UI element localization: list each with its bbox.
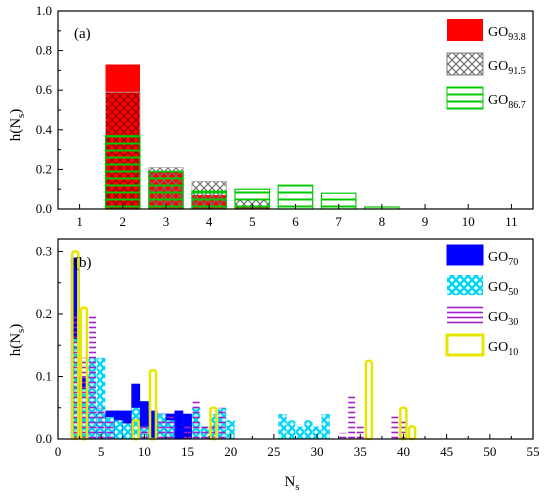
panel-a-ticks: 1 2 3 4 5 6 7 8 9 10 11 0.0 0.2 0.4 0.6 0.8 1.0 [36,3,518,229]
y-tick-label-b: 0.0 [36,431,52,446]
x-tick-label-a: 1 [76,214,83,229]
x-tick-label-a: 9 [422,214,429,229]
panel-b-x-axis-label: Ns [284,474,299,493]
y-tick-label-a: 0.8 [36,43,52,58]
bar-b-2-5 [97,407,105,440]
x-tick-label-a: 6 [292,214,299,229]
panel-a-legend: GO93.8 GO91.5 GO86.7 [446,19,526,111]
bar-a-2-2 [104,135,141,210]
bar-b-2-13 [166,414,174,439]
bar-b-2-18 [210,426,217,439]
y-tick-label-a: 0.4 [36,122,53,137]
bar-b-2-39 [391,414,399,439]
x-tick-label-b: 5 [98,444,105,459]
y-tick-label-a: 0.0 [36,201,52,216]
x-tick-label-b: 20 [224,444,237,459]
panel-b: 0 5 10 15 20 25 30 35 40 45 50 55 0.0 0.1 0.2 0.3 (b) h… [8,238,540,493]
bar-b-2-3 [80,357,88,440]
y-tick-label-a: 0.2 [36,161,52,176]
legend-label-a: GO91.5 [488,59,526,77]
bar-b-1-28 [295,426,304,439]
bar-b-2-2 [71,314,79,439]
y-tick-label-b: 0.3 [36,244,52,259]
bar-b-2-33 [339,432,347,440]
bar-b-2-10 [140,426,148,439]
x-tick-label-b: 35 [354,444,367,459]
bar-b-2-12 [158,420,166,440]
bar-b-1-8 [123,423,132,439]
bar-b-2-17 [201,423,209,439]
bar-b-2-4 [89,314,96,439]
bar-b-2-34 [348,395,356,440]
panel-b-y-axis-label: h(Ns) [8,324,27,357]
legend-swatch-b [447,275,483,295]
x-tick-label-b: 25 [267,444,280,459]
panel-b-frame [57,238,534,440]
x-tick-label-b: 45 [440,444,453,459]
bar-b-1-20 [226,420,235,440]
legend-label-a: GO93.8 [488,25,526,43]
y-tick-label-b: 0.2 [36,306,52,321]
panel-b-bars [70,250,417,441]
legend-swatch-a [446,86,484,110]
x-tick-label-a: 2 [120,214,127,229]
panel-b-label: (b) [74,255,92,271]
legend-label-b: GO50 [488,280,518,298]
bar-b-2-15 [184,426,191,439]
x-tick-label-b: 40 [397,444,410,459]
x-tick-label-a: 4 [206,214,213,229]
bar-b-2-6 [106,420,114,440]
bar-b-1-7 [114,420,123,440]
x-tick-label-b: 10 [138,444,151,459]
x-tick-label-a: 10 [462,214,475,229]
x-tick-label-b: 55 [527,444,540,459]
panel-b-legend: GO70 GO50 GO30 GO10 [445,244,518,358]
x-tick-label-a: 3 [163,214,170,229]
bar-b-2-40 [400,420,407,440]
panel-a-label: (a) [74,26,91,42]
legend-swatch-b [445,333,485,357]
x-tick-label-a: 11 [505,214,518,229]
x-tick-label-a: 7 [335,214,342,229]
x-tick-label-b: 15 [181,444,194,459]
bar-b-2-19 [218,407,226,440]
bar-b-1-27 [287,420,296,440]
bar-b-3-36 [364,359,374,441]
bar-b-1-30 [313,426,322,439]
legend-label-b: GO10 [488,340,518,358]
legend-swatch-b [447,305,483,325]
y-tick-label-a: 1.0 [36,3,52,18]
panel-a: 1 2 3 4 5 6 7 8 9 10 11 0.0 0.2 0.4 0.6 0.8 1.0 (a) h(Ns… [8,3,534,229]
x-tick-label-a: 5 [249,214,256,229]
legend-swatch-a [447,19,483,41]
bar-b-1-31 [321,414,330,439]
bar-b-1-26 [278,414,287,439]
legend-label-a: GO86.7 [488,93,526,111]
bar-a-2-3 [148,170,184,210]
legend-label-b: GO70 [488,250,518,268]
legend-swatch-a [446,52,484,76]
y-tick-label-a: 0.6 [36,82,53,97]
legend-swatch-b [446,244,484,266]
bar-b-2-35 [356,426,364,439]
x-tick-label-b: 50 [483,444,496,459]
panel-a-y-axis-label: h(Ns) [8,109,27,142]
panel-a-bars [104,64,400,210]
bar-b-2-16 [192,398,200,439]
bar-b-3-41 [407,425,417,441]
panel-b-ticks: 0 5 10 15 20 25 30 35 40 45 50 55 0.0 0.1 0.2 0.3 [36,244,540,460]
x-tick-label-a: 8 [379,214,386,229]
bar-b-1-5 [97,357,106,440]
bar-b-0-14 [174,410,184,440]
legend-label-b: GO30 [488,310,518,328]
y-tick-label-b: 0.1 [36,369,52,384]
x-tick-label-b: 0 [55,444,62,459]
bar-b-1-9 [131,407,140,440]
bar-b-1-29 [304,420,313,440]
x-tick-label-b: 30 [311,444,324,459]
